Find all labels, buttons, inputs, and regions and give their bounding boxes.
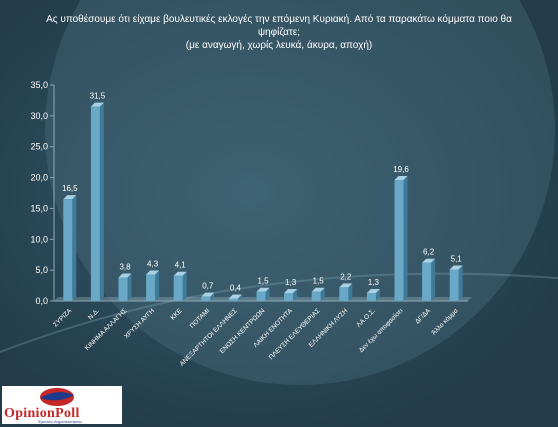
bar [118, 277, 128, 301]
data-label: 4,3 [147, 259, 159, 268]
x-tick-label: ΠΟΤΑΜΙ [189, 307, 212, 330]
bar [173, 275, 183, 301]
bar [63, 199, 73, 301]
bar-side [127, 273, 132, 301]
bar-top [118, 273, 132, 278]
opinionpoll-logo: OpinionPoll Έρευνες Δημοσκοπήσεις [2, 386, 122, 424]
bar-top [228, 294, 242, 299]
data-label: 0,4 [230, 284, 242, 293]
bar [449, 269, 459, 301]
logo-name: OpinionPoll [4, 406, 80, 421]
bar-side [458, 265, 463, 301]
bar-top [366, 288, 380, 293]
bar-top [256, 287, 270, 292]
y-tick-label: 10,0 [30, 234, 48, 244]
bar-side [348, 283, 353, 301]
x-tick-label: Δεν έχω αποφασίσει [357, 306, 405, 354]
y-tick-label: 25,0 [30, 142, 48, 152]
title-line: (με αναγωγή, χωρίς λευκά, άκυρα, αποχή) [185, 40, 373, 51]
chart-title: Ας υποθέσουμε ότι είχαμε βουλευτικές εκλ… [20, 13, 538, 52]
data-label: 3,8 [119, 263, 131, 272]
x-tick-label: ΛΑ.Ο.Σ. [355, 307, 376, 328]
bar [228, 298, 238, 301]
bar [394, 180, 404, 301]
bar-side [72, 195, 77, 301]
y-tick-label: 30,0 [30, 111, 48, 121]
y-tick-label: 15,0 [30, 203, 48, 213]
bar-top [173, 271, 187, 276]
data-label: 0,7 [202, 282, 214, 291]
bar-side [265, 287, 270, 301]
data-label: 1,3 [368, 278, 380, 287]
x-tick-label: ΔΓ/ΔΑ [414, 307, 432, 325]
logo-tagline: Έρευνες Δημοσκοπήσεις [38, 419, 83, 424]
data-label: 4,1 [175, 261, 187, 270]
bar-side [210, 292, 215, 301]
data-label: 1,5 [257, 277, 269, 286]
data-label: 1,3 [285, 278, 297, 287]
bar-top [311, 287, 325, 292]
bar-top [201, 292, 215, 297]
bar-side [320, 287, 325, 301]
bar-top [284, 288, 298, 293]
y-tick-label: 0,0 [35, 296, 48, 306]
bar [422, 262, 432, 301]
bar [366, 292, 376, 301]
decorative-curve [0, 272, 558, 354]
bar [284, 292, 294, 301]
x-tick-label: Ν.Δ. [87, 307, 101, 321]
bar-side [431, 258, 436, 301]
x-tick-label: Άλλο κόμμα [430, 307, 460, 337]
bar-side [155, 270, 160, 301]
bar-top [449, 265, 463, 270]
x-tick-label: ΑΝΕΞΑΡΤΗΤΟΙ ΕΛΛΗΝΕΣ [179, 307, 239, 367]
bar-side [293, 288, 298, 301]
x-tick-label: ΠΛΕΥΣΗ ΕΛΕΥΘΕΡΙΑΣ [268, 307, 322, 361]
data-label: 2,2 [340, 272, 352, 281]
bar-side [182, 271, 187, 301]
data-label: 16,5 [62, 184, 78, 193]
bar [201, 296, 211, 301]
data-label: 19,6 [393, 165, 409, 174]
bar [256, 291, 266, 301]
bar-side [375, 288, 380, 301]
title-line: Ας υποθέσουμε ότι είχαμε βουλευτικές εκλ… [46, 14, 512, 25]
data-label: 1,5 [313, 277, 325, 286]
logo-swirl-icon [40, 388, 74, 406]
bar-side [237, 294, 242, 301]
data-label: 6,2 [423, 248, 435, 257]
bar [90, 106, 100, 301]
bar-top [422, 258, 436, 263]
title-line: ψηφίζατε; [257, 27, 301, 38]
bar-top [339, 283, 353, 288]
y-tick-label: 20,0 [30, 173, 48, 183]
bar-top [63, 195, 77, 200]
data-label: 5,1 [451, 255, 463, 264]
bar-top [394, 176, 408, 181]
bar [339, 287, 349, 301]
x-tick-label: ΚΚΕ [169, 307, 184, 322]
bar [146, 274, 156, 301]
bar-side [403, 176, 408, 301]
bar-top [90, 102, 104, 107]
bar-side [99, 102, 104, 301]
bar-top [146, 270, 160, 275]
data-label: 31,5 [90, 92, 106, 101]
bar [311, 291, 321, 301]
y-tick-label: 5,0 [35, 265, 48, 275]
x-tick-label: ΣΥΡΙΖΑ [52, 307, 74, 329]
y-tick-label: 35,0 [30, 80, 48, 90]
